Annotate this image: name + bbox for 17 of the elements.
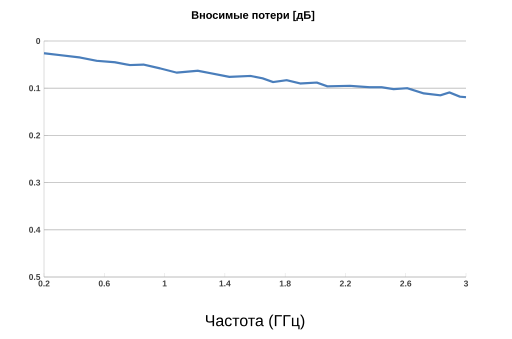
y-tick-label: 0.5 — [29, 274, 40, 280]
x-tick-label: 2.6 — [400, 280, 412, 287]
x-tick-label: 1.4 — [220, 280, 231, 286]
x-tick-label: 2.2 — [340, 280, 351, 286]
y-tick-label: 0.3 — [29, 180, 40, 186]
y-tick-label: 0.4 — [29, 226, 40, 233]
line-series — [42, 52, 468, 98]
x-tick-label: 3 — [464, 280, 468, 287]
chart-title: Вносимые потери [дБ] — [192, 10, 314, 22]
y-tick-label: 0.2 — [29, 132, 40, 138]
y-tick-label: 0 — [36, 38, 40, 44]
x-tick-label: 1 — [162, 280, 167, 286]
x-tick-label: 0.2 — [38, 280, 50, 287]
y-tick-label: 0.1 — [29, 85, 40, 92]
x-axis-title: Частота (ГГц) — [206, 314, 304, 330]
x-tick-label: 1.8 — [280, 280, 291, 287]
x-tick-label: 0.6 — [98, 280, 110, 287]
